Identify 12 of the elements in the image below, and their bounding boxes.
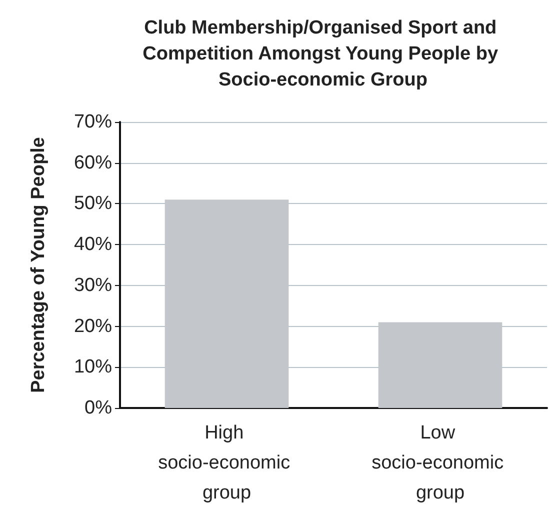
x-tick-label: Low socio-economic group — [372, 422, 509, 504]
y-tick-label: 40% — [74, 234, 112, 256]
y-tick-label: 20% — [74, 316, 112, 337]
x-tick-label: High socio-economic group — [158, 422, 296, 504]
chart-title: Club Membership/Organised Sport and Competition Amongst Young People by Socio-economic Group — [142, 18, 504, 90]
y-tick-label: 0% — [84, 398, 112, 418]
y-tick-label: 50% — [74, 193, 112, 214]
y-tick-label: 60% — [74, 152, 112, 174]
y-axis-title: Percentage of Young People — [28, 137, 49, 393]
y-tick-label: 70% — [74, 112, 112, 132]
y-tick-label: 10% — [74, 356, 112, 378]
y-tick-label: 30% — [74, 274, 112, 296]
